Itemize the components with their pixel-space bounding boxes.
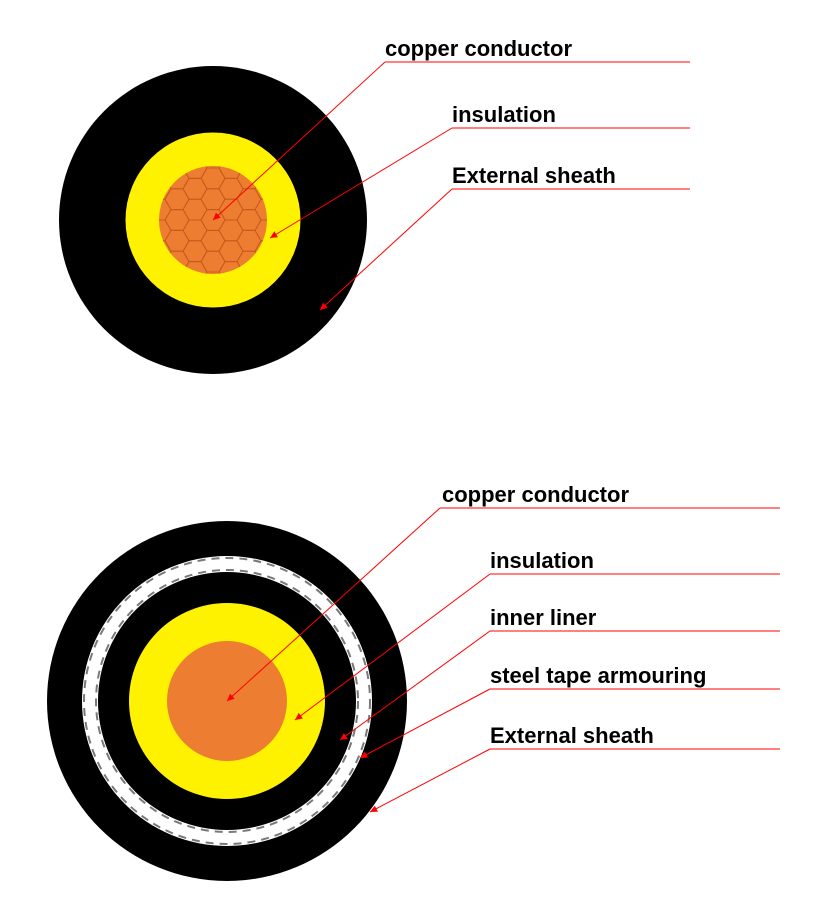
cable-bottom-copper-conductor [167, 641, 287, 761]
cable-top-label-insulation: insulation [452, 102, 556, 128]
cable-bottom [47, 521, 407, 881]
cable-bottom-label-copper-conductor: copper conductor [442, 482, 629, 508]
cable-top [59, 66, 367, 374]
cable-bottom-label-insulation: insulation [490, 548, 594, 574]
cable-top-label-external-sheath: External sheath [452, 163, 616, 189]
cable-top-label-copper-conductor: copper conductor [385, 36, 572, 62]
diagram-page: copper conductor insulation External sheat… [0, 0, 831, 915]
cable-bottom-label-inner-liner: inner liner [490, 605, 596, 631]
cable-bottom-label-steel-tape-armouring: steel tape armouring [490, 663, 706, 689]
cable-top-copper-conductor-hex [159, 166, 267, 274]
cable-bottom-label-external-sheath: External sheath [490, 723, 654, 749]
